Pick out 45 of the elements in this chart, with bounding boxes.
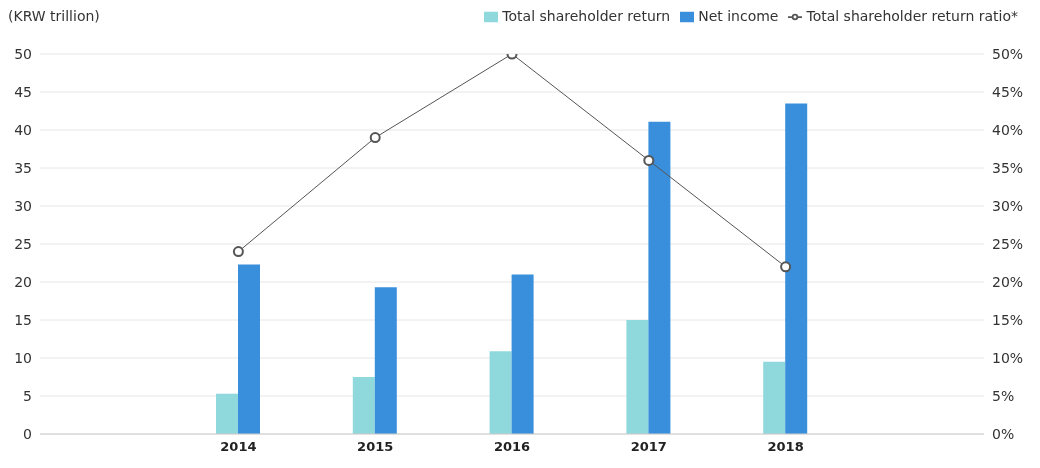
y2-tick-label: 45%	[992, 83, 1024, 100]
point	[780, 261, 792, 273]
point	[643, 154, 655, 166]
point	[232, 246, 244, 258]
bar	[511, 274, 534, 434]
bar	[374, 287, 397, 434]
bar	[763, 361, 786, 434]
legend-label: Total shareholder return	[502, 8, 671, 24]
y-tick-label: 25	[14, 235, 32, 252]
y2-tick-label: 35%	[992, 159, 1024, 176]
y-tick-label: 20	[14, 273, 32, 290]
bar	[785, 103, 808, 434]
y2-tick-label: 0%	[992, 425, 1015, 442]
bar	[238, 264, 260, 434]
y-tick-label: 50	[14, 45, 32, 62]
y2-tick-label: 10%	[992, 349, 1024, 366]
y2-tick-label: 40%	[992, 121, 1024, 138]
x-tick-label: 2015	[357, 439, 394, 455]
y-tick-label: 30	[14, 197, 32, 214]
x-tick-label: 2017	[630, 439, 667, 455]
x-tick-label: 2014	[220, 439, 257, 455]
y-tick-label: 40	[14, 121, 32, 138]
y-tick-label: 15	[14, 311, 32, 328]
y-tick-label: 10	[14, 349, 32, 366]
bar	[489, 351, 512, 434]
y2-tick-label: 25%	[992, 235, 1024, 252]
y2-tick-label: 50%	[992, 45, 1024, 62]
y2-tick-label: 20%	[992, 273, 1024, 290]
bar	[352, 377, 375, 434]
legend-label: Net income	[698, 8, 779, 24]
y2-tick-label: 30%	[992, 197, 1024, 214]
x-tick-label: 2018	[767, 439, 804, 455]
point	[369, 132, 381, 144]
bar	[648, 121, 671, 434]
y-tick-label: 0	[23, 425, 32, 442]
y-tick-label: 45	[14, 83, 32, 100]
legend-label: Total shareholder return ratio*	[806, 8, 1018, 24]
y-tick-label: 35	[14, 159, 32, 176]
x-tick-label: 2016	[493, 439, 531, 455]
y2-tick-label: 5%	[992, 387, 1015, 404]
y-axis-title: (KRW trillion)	[8, 8, 100, 24]
bar	[216, 393, 238, 434]
y-tick-label: 5	[23, 387, 32, 404]
bar	[626, 320, 649, 434]
y2-tick-label: 15%	[992, 311, 1024, 328]
